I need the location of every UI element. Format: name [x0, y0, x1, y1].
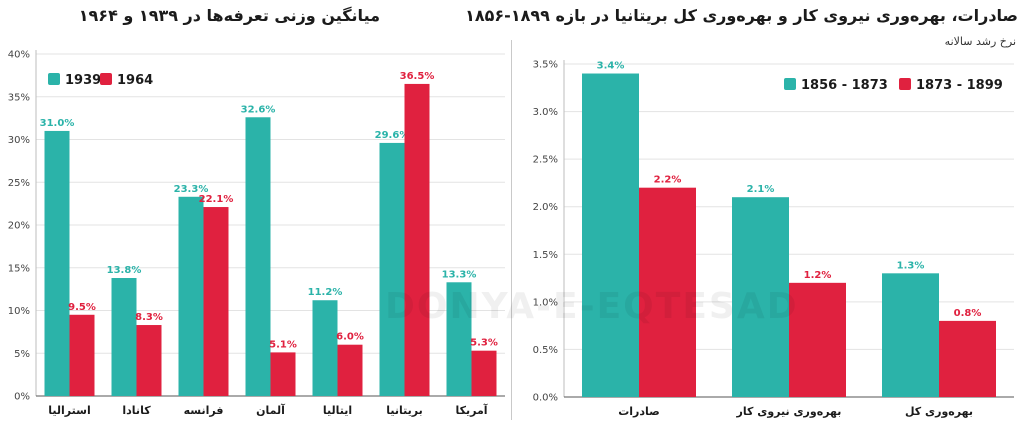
legend-label: 1939: [65, 73, 101, 88]
bar: [69, 314, 95, 396]
data-label: 31.0%: [40, 118, 75, 129]
bar: [882, 273, 939, 397]
bar: [446, 282, 472, 396]
data-label: 6.0%: [336, 332, 364, 343]
data-label: 13.8%: [107, 265, 142, 276]
category-label: فرانسه: [184, 404, 224, 417]
y-tick-label: 25%: [8, 178, 30, 189]
category-label: صادرات: [618, 405, 660, 418]
legend-swatch: [899, 78, 911, 90]
category-label: آمریکا: [455, 403, 487, 417]
data-label: 5.3%: [470, 338, 498, 349]
tariff-chart-svg: 0% 5% 10% 15% 20% 25% 30% 35% 40% 31.0% 9.5% استرال…: [8, 50, 505, 417]
legend-swatch: [784, 78, 796, 90]
y-tick-label: 20%: [8, 221, 30, 232]
watermark: DONYA-E-EQTESAD: [385, 286, 799, 327]
data-label: 2.1%: [747, 184, 775, 195]
legend-label: 1964: [117, 73, 153, 88]
bar: [245, 117, 271, 397]
y-tick-label: 0.5%: [533, 345, 558, 356]
legend-label: 1856 - 1873: [801, 78, 888, 93]
y-tick-label: 3.5%: [533, 60, 558, 71]
data-label: 9.5%: [68, 302, 96, 313]
bar: [789, 282, 846, 397]
y-tick-label: 1.5%: [533, 250, 558, 261]
data-label: 0.8%: [954, 308, 982, 319]
bar: [111, 278, 137, 396]
category-label: بریتانیا: [386, 404, 422, 417]
panel-divider: [511, 40, 512, 420]
y-tick-label: 30%: [8, 135, 30, 146]
category-label: بهره‌وری نیروی کار: [736, 405, 842, 418]
bar: [178, 196, 204, 396]
bar: [337, 344, 363, 396]
bar: [44, 130, 70, 396]
data-label: 13.3%: [442, 269, 477, 280]
y-tick-label: 1.0%: [533, 297, 558, 308]
bar: [639, 187, 696, 397]
bar: [203, 207, 229, 396]
bar: [582, 73, 639, 397]
bar: [136, 325, 162, 396]
tariff-chart-panel: میانگین وزنی تعرفه‌ها در ۱۹۳۹ و ۱۹۶۴ 0% 5…: [0, 0, 510, 439]
bar: [732, 197, 789, 397]
y-tick-label: 5%: [14, 349, 30, 360]
y-tick-label: 10%: [8, 306, 30, 317]
bar: [939, 320, 996, 397]
category-label: بهره‌وری کل: [905, 405, 973, 418]
growth-chart-subtitle: نرخ رشد سالانه: [944, 35, 1016, 48]
legend-swatch: [48, 73, 60, 85]
y-tick-label: 2.5%: [533, 155, 558, 166]
data-label: 11.2%: [308, 287, 343, 298]
category-label: کانادا: [122, 404, 151, 417]
category-label: آلمان: [256, 403, 285, 417]
y-tick-label: 35%: [8, 92, 30, 103]
legend-swatch: [100, 73, 112, 85]
growth-chart-title: صادرات، بهره‌وری نیروی کار و بهره‌وری کل…: [465, 6, 1018, 25]
legend-label: 1873 - 1899: [916, 78, 1003, 93]
bar: [471, 350, 497, 396]
growth-chart-panel: صادرات، بهره‌وری نیروی کار و بهره‌وری کل…: [465, 0, 1024, 439]
category-label: ایتالیا: [323, 404, 352, 417]
y-tick-label: 0%: [14, 392, 30, 403]
y-tick-label: 2.0%: [533, 202, 558, 213]
y-tick-label: 15%: [8, 263, 30, 274]
data-label: 22.1%: [199, 194, 234, 205]
growth-chart-svg: 0.0% 0.5% 1.0% 1.5% 2.0% 2.5% 3.0% 3.5% 3.4% 2.2%…: [533, 60, 1014, 418]
data-label: 36.5%: [400, 71, 435, 82]
y-tick-label: 0.0%: [533, 393, 558, 404]
data-label: 8.3%: [135, 312, 163, 323]
data-label: 1.2%: [804, 270, 832, 281]
bar: [270, 352, 296, 396]
data-label: 5.1%: [269, 339, 297, 350]
bar: [312, 300, 338, 396]
tariff-chart-title: میانگین وزنی تعرفه‌ها در ۱۹۳۹ و ۱۹۶۴: [78, 6, 380, 25]
y-tick-label: 40%: [8, 50, 30, 61]
data-label: 3.4%: [597, 61, 625, 72]
data-label: 29.6%: [375, 130, 410, 141]
category-label: استرالیا: [48, 404, 90, 417]
y-tick-label: 3.0%: [533, 107, 558, 118]
data-label: 32.6%: [241, 104, 276, 115]
data-label: 1.3%: [897, 260, 925, 271]
bar: [379, 142, 405, 396]
data-label: 2.2%: [654, 175, 682, 186]
bar: [404, 83, 430, 397]
data-label: 23.3%: [174, 184, 209, 195]
